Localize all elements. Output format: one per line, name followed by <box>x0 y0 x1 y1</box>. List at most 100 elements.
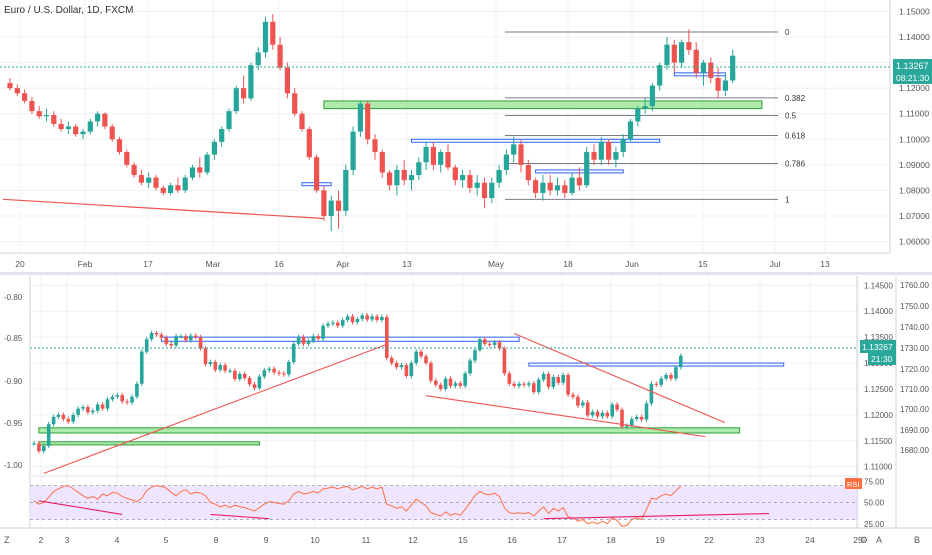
hourly-candle-body <box>536 379 541 393</box>
hourly-candle-body <box>566 374 570 395</box>
daily-candle-body <box>182 177 188 191</box>
hourly-candle-body <box>468 360 472 374</box>
hourly-candle-body <box>610 404 614 417</box>
hourly-date-tick: 23 <box>755 535 765 545</box>
hourly-candle-body <box>664 374 668 379</box>
hourly-candle-body <box>95 404 100 411</box>
hourly-candle-body <box>556 377 561 383</box>
daily-date-tick: Jul <box>770 259 781 269</box>
hourly-candle-body <box>443 378 448 389</box>
hourly-candle-body <box>252 384 257 388</box>
daily-candle-body <box>233 88 239 112</box>
daily-candle-body <box>423 146 429 163</box>
rsi-axis[interactable]: 75.00 50.00 25.00 <box>864 477 885 529</box>
daily-candle-body <box>80 131 86 135</box>
hourly-candle-body <box>154 332 159 335</box>
daily-candle-body <box>503 154 509 170</box>
daily-candle-body <box>241 88 247 99</box>
hourly-candle-body <box>135 383 139 397</box>
hourly-candle-body <box>81 407 85 409</box>
hourly-candles <box>32 313 683 454</box>
daily-candle-body <box>277 44 283 68</box>
daily-price-tick: 1.08000 <box>899 185 930 195</box>
daily-date-tick: Apr <box>336 259 349 269</box>
daily-candle-body <box>394 169 400 186</box>
hourly-price-tick: 1.14000 <box>864 307 893 316</box>
hourly-date-tick: 18 <box>606 535 616 545</box>
daily-candle-body <box>175 185 181 191</box>
rsi-tick: 25.00 <box>864 520 885 529</box>
fib-level-label: 0.5 <box>785 112 797 121</box>
hourly-date-tick: 16 <box>507 535 517 545</box>
daily-candle-body <box>511 144 517 155</box>
daily-price-tick: 1.12000 <box>899 83 930 93</box>
hourly-candle-body <box>110 396 115 400</box>
auto-scale-button[interactable]: A <box>876 535 882 545</box>
daily-candle-body <box>379 152 385 173</box>
svg-text:RSI: RSI <box>847 480 860 489</box>
daily-candle-body <box>693 49 699 73</box>
hourly-candle-body <box>414 351 418 364</box>
hourly-trendline-segment <box>425 395 706 438</box>
daily-candle-body <box>584 152 590 186</box>
hourly-candle-body <box>532 383 536 393</box>
hourly-candle-body <box>42 445 46 452</box>
daily-candle-body <box>540 182 546 193</box>
daily-candle-body <box>138 175 144 183</box>
hourly-secondary-axis[interactable]: 1760.00 1750.00 1740.00 1730.00 1720.00 1710.… <box>900 281 929 455</box>
timezone-button[interactable]: Z <box>4 535 10 545</box>
daily-candle-body <box>664 44 670 66</box>
hourly-candle-body <box>605 412 610 417</box>
daily-candle-body <box>606 141 612 160</box>
hourly-candle-body <box>448 378 453 386</box>
hourly-trendline-segment <box>513 333 726 424</box>
hourly-candle-body <box>228 370 232 372</box>
daily-time-axis[interactable]: 20 Feb 17 Mar 16 Apr 13 May 18 Jun 15 Jul 13 <box>15 259 830 269</box>
daily-support-zone <box>323 100 763 110</box>
hourly-candle-body <box>654 383 659 385</box>
hourly-candle-body <box>649 383 654 404</box>
hourly-secondary-tick: 1720.00 <box>900 365 929 374</box>
daily-candle-body <box>109 126 115 140</box>
daily-candle-body <box>350 131 356 170</box>
hourly-candle-body <box>66 419 71 422</box>
daily-price-tick: 1.15000 <box>899 7 930 17</box>
settings-icon[interactable]: ⚙ <box>860 535 868 545</box>
daily-candle-body <box>525 164 531 181</box>
hourly-candle-body <box>507 373 512 384</box>
daily-candle-body <box>29 100 35 112</box>
daily-candle-body <box>343 169 349 211</box>
hourly-date-tick: 2 <box>39 535 44 545</box>
hourly-candle-body <box>203 348 208 365</box>
hourly-candle-body <box>306 340 311 344</box>
daily-candle-body <box>642 106 648 109</box>
panel-separator[interactable] <box>0 272 932 275</box>
hourly-candle-body <box>115 395 120 397</box>
hourly-time-axis[interactable]: 2 3 4 5 8 9 10 11 12 15 16 17 18 19 22 23 24 25 <box>39 535 863 545</box>
daily-candle-body <box>657 65 663 86</box>
hourly-candle-body <box>277 372 281 374</box>
hourly-left-axis[interactable]: -0.80 -0.85 -0.90 -0.95 -1.00 <box>4 293 23 470</box>
daily-candle-body <box>467 175 473 188</box>
daily-blue-zone <box>411 138 661 143</box>
hourly-candle-body <box>76 408 80 415</box>
daily-candle-body <box>474 182 480 188</box>
fib-retracement: 0 0.382 0.5 0.618 0.786 1 <box>505 28 806 204</box>
daily-price-tick: 1.14000 <box>899 32 930 42</box>
hourly-candle-body <box>424 356 428 364</box>
hourly-price-tick: 1.13500 <box>864 333 893 342</box>
daily-candle-body <box>204 154 210 173</box>
hourly-candle-body <box>639 416 644 420</box>
hourly-candle-body <box>512 383 516 386</box>
bar-view-button[interactable]: B <box>914 535 920 545</box>
daily-candle-body <box>306 129 312 158</box>
hourly-candle-body <box>497 342 502 349</box>
hourly-candle-body <box>159 334 164 338</box>
daily-candle-body <box>430 146 436 165</box>
daily-date-tick: 15 <box>698 259 708 269</box>
daily-candle-body <box>197 167 203 173</box>
hourly-candle-body <box>321 325 325 339</box>
daily-candle-body <box>262 21 269 53</box>
